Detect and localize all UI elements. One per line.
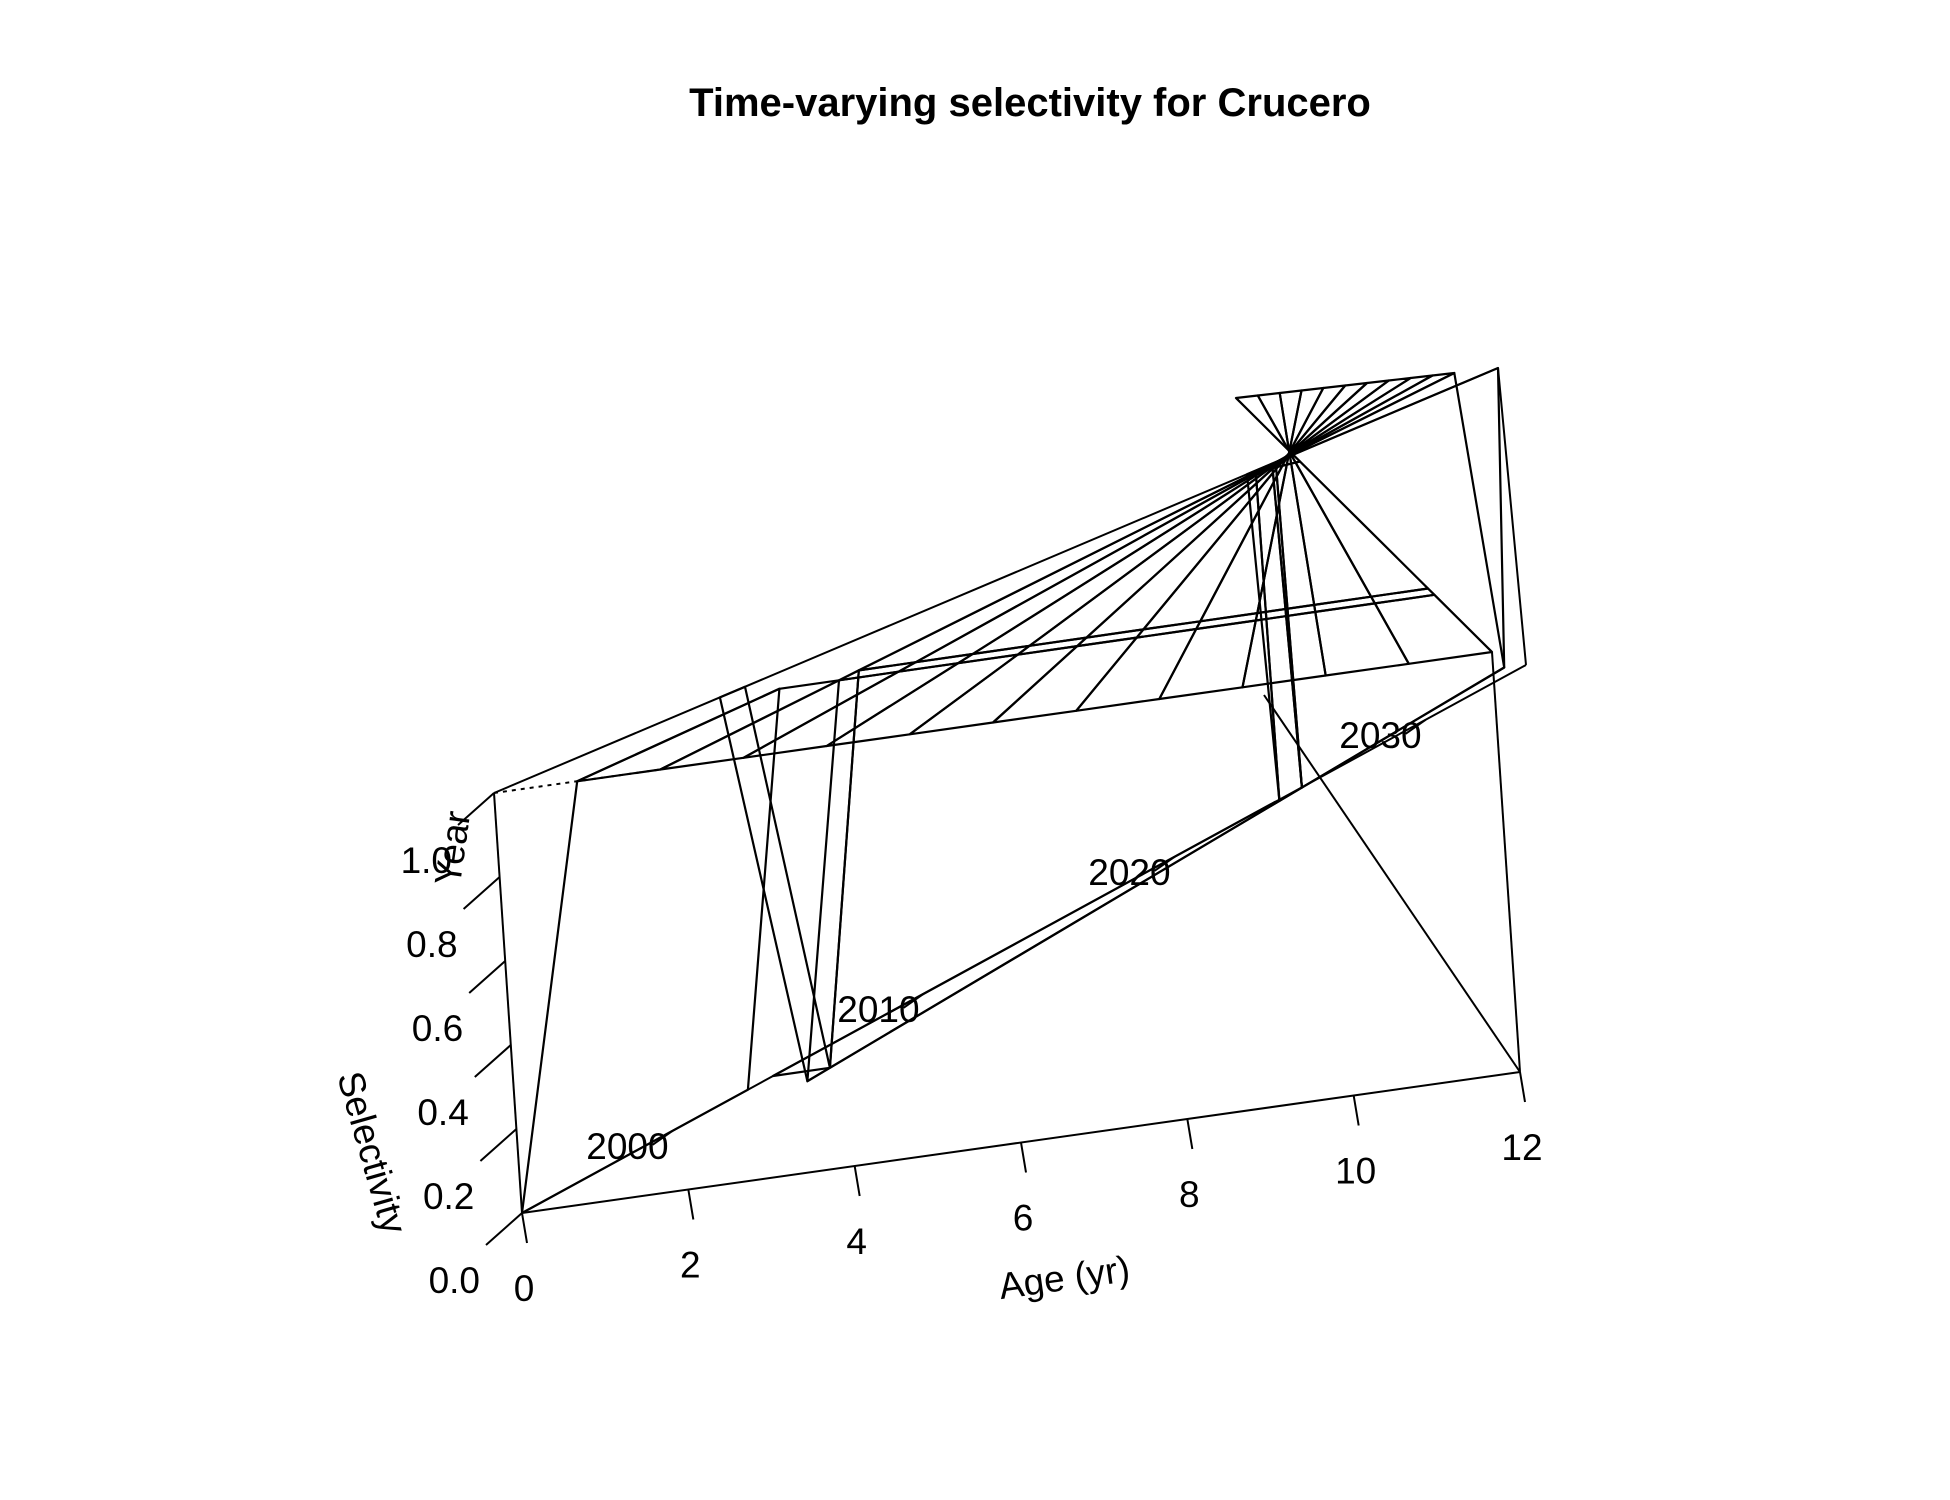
z-tick-mark — [474, 1044, 512, 1078]
z-tick-mark — [468, 960, 506, 994]
z-tick-mark — [485, 1212, 523, 1246]
y-tick-mark — [1154, 855, 1176, 872]
x-tick-label: 8 — [1179, 1174, 1200, 1215]
y-tick-mark — [652, 1129, 674, 1146]
box-edge-left-bottom — [521, 664, 1527, 1214]
x-tick-mark — [1020, 1142, 1027, 1173]
box-edge-front-left-vertical — [493, 792, 523, 1214]
z-tick-label: 1.0 — [401, 840, 452, 881]
x-tick-mark — [1352, 1095, 1360, 1126]
box-edge-right-bottom — [1263, 694, 1521, 1073]
x-tick-mark — [687, 1189, 695, 1220]
box-edge-back-left-vertical — [1497, 367, 1527, 666]
y-tick-label: 2030 — [1339, 715, 1421, 756]
chart-title: Time-varying selectivity for Crucero — [689, 81, 1371, 125]
x-tick-mark — [1186, 1118, 1194, 1150]
z-tick-label: 0.6 — [412, 1008, 463, 1049]
y-tick-mark — [1405, 718, 1427, 735]
y-tick-label: 2010 — [837, 989, 919, 1030]
x-tick-mark — [521, 1212, 528, 1244]
x-tick-mark — [1519, 1071, 1526, 1103]
y-tick-mark — [903, 992, 925, 1009]
y-tick-label: 2000 — [586, 1126, 668, 1167]
z-tick-label: 0.2 — [423, 1176, 474, 1217]
x-tick-mark — [853, 1165, 861, 1197]
y-tick-label: 2020 — [1088, 852, 1170, 893]
z-tick-mark — [479, 1128, 518, 1162]
x-tick-label: 6 — [1013, 1198, 1034, 1239]
z-tick-mark — [457, 792, 495, 826]
box-edge-left-top — [493, 367, 1499, 794]
axis-ticks: 0 2 4 6 8 10 12 0.0 0.2 0.4 0.6 0.8 1.0 2000 2010 2020 2… — [401, 715, 1543, 1309]
box-edge-front-top-hidden — [493, 768, 661, 794]
x-tick-label: 2 — [680, 1245, 701, 1286]
x-tick-label: 12 — [1501, 1127, 1542, 1168]
x-tick-label: 10 — [1335, 1151, 1376, 1192]
x-tick-label: 4 — [846, 1221, 867, 1262]
box-edge-front-right-vertical — [1491, 651, 1521, 1073]
z-tick-label: 0.8 — [406, 924, 457, 965]
z-tick-label: 0.4 — [417, 1092, 468, 1133]
z-tick-label: 0.0 — [429, 1260, 480, 1301]
box-edge-right-top — [1235, 397, 1493, 653]
x-tick-label: 0 — [514, 1268, 535, 1309]
z-tick-mark — [462, 876, 501, 910]
